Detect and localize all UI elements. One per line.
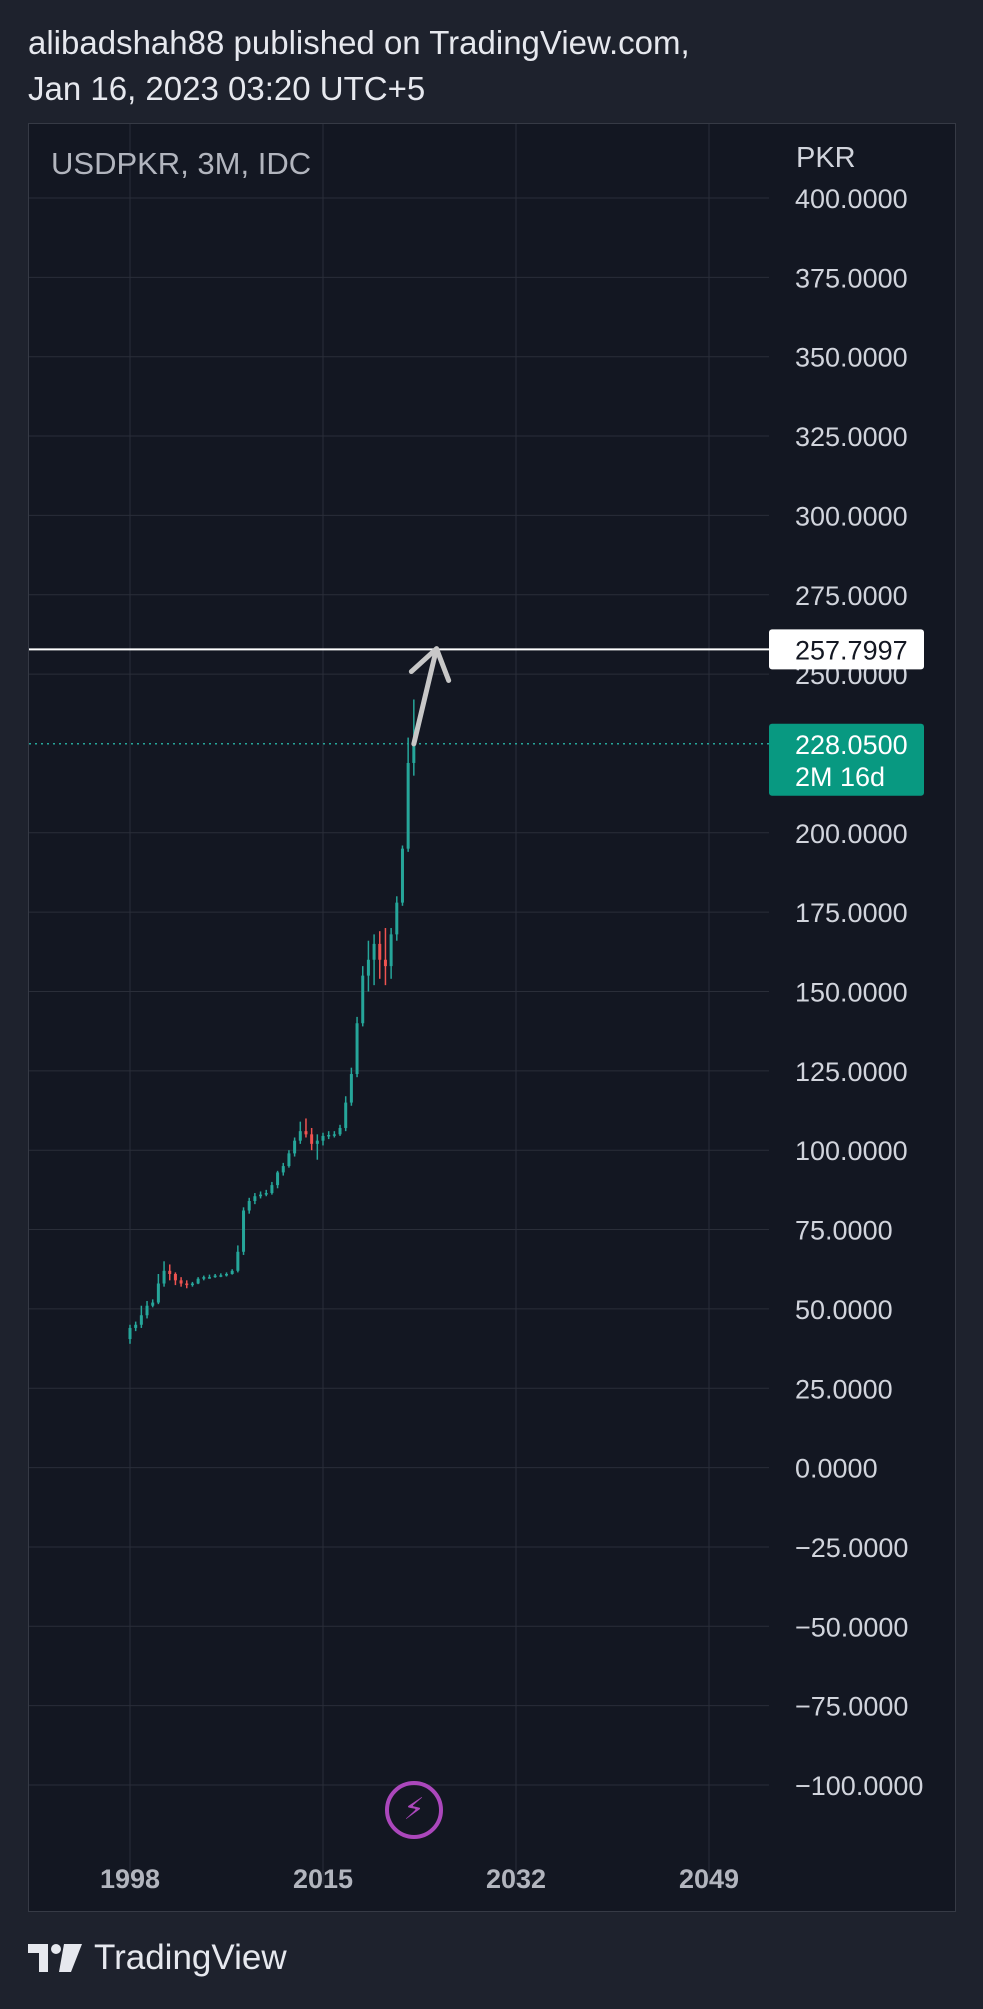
- y-tick-label: 125.0000: [795, 1057, 908, 1087]
- candle-body: [207, 1277, 211, 1279]
- currency-label: PKR: [796, 142, 856, 174]
- chart-panel[interactable]: 400.0000 375.0000 350.0000 325.0000 300.0000…: [28, 123, 956, 1912]
- candle-body: [310, 1134, 314, 1144]
- candle-body: [412, 743, 416, 763]
- level-price-label: 257.7997: [795, 635, 908, 665]
- y-tick-label: 275.0000: [795, 581, 908, 611]
- candle-body: [321, 1135, 325, 1141]
- candle-body: [395, 902, 399, 935]
- last-price-label: 228.0500: [795, 730, 908, 760]
- candle-body: [383, 959, 387, 967]
- candle-body: [298, 1131, 302, 1141]
- y-tick-label: 375.0000: [795, 263, 908, 293]
- candle-body: [173, 1273, 177, 1281]
- publication-info: alibadshah88 published on TradingView.co…: [28, 20, 690, 112]
- y-tick-label: −50.0000: [795, 1612, 908, 1642]
- candle-body: [264, 1193, 268, 1195]
- candle-body: [315, 1140, 319, 1144]
- x-tick-label: 2049: [679, 1864, 739, 1894]
- footer: TradingView: [28, 1938, 287, 1978]
- level-price-label-bg: [769, 629, 924, 670]
- candle-body: [332, 1134, 336, 1136]
- candle-body: [287, 1153, 291, 1167]
- candle-body: [162, 1270, 166, 1284]
- y-tick-label: 400.0000: [795, 184, 908, 214]
- candle-body: [185, 1283, 189, 1286]
- x-tick-label: 2015: [293, 1864, 353, 1894]
- candle-body: [236, 1251, 240, 1271]
- y-tick-label: 50.0000: [795, 1295, 893, 1325]
- projection-arrow-head: [408, 646, 452, 683]
- candle-body: [225, 1273, 228, 1276]
- projection-arrow: [411, 646, 440, 747]
- candle-body: [145, 1305, 149, 1316]
- candle-body: [349, 1074, 353, 1103]
- y-tick-label: 300.0000: [795, 501, 908, 531]
- y-tick-label: 200.0000: [795, 819, 908, 849]
- symbol-label[interactable]: USDPKR, 3M, IDC: [51, 146, 312, 181]
- last-price-label-bg: [769, 723, 924, 796]
- candle-body: [372, 943, 376, 960]
- candle-body: [253, 1196, 257, 1201]
- candle-body: [270, 1185, 274, 1194]
- footer-brand[interactable]: TradingView: [94, 1938, 287, 1977]
- candle-body: [281, 1166, 285, 1173]
- y-tick-label: −75.0000: [795, 1692, 908, 1722]
- y-tick-label: 150.0000: [795, 978, 908, 1008]
- y-tick-label: 100.0000: [795, 1136, 908, 1166]
- candle-body: [389, 934, 393, 967]
- x-tick-label: 2032: [486, 1864, 546, 1894]
- lightning-bolt-icon[interactable]: ⚡︎: [385, 1781, 443, 1839]
- y-tick-label: 25.0000: [795, 1374, 893, 1404]
- y-tick-label: 175.0000: [795, 898, 908, 928]
- y-tick-label: 325.0000: [795, 422, 908, 452]
- y-tick-label: 0.0000: [795, 1454, 878, 1484]
- candle-body: [259, 1194, 263, 1197]
- candle-body: [344, 1102, 348, 1128]
- candle-body: [128, 1327, 132, 1340]
- tradingview-logo-icon[interactable]: [28, 1944, 82, 1972]
- candle-body: [247, 1200, 251, 1211]
- candle-body: [304, 1131, 308, 1135]
- candle-body: [361, 975, 365, 1024]
- candle-body: [355, 1023, 359, 1075]
- candle-body: [179, 1280, 183, 1284]
- price-chart[interactable]: 400.0000 375.0000 350.0000 325.0000 300.0000…: [29, 124, 957, 1913]
- candle-body: [242, 1210, 246, 1252]
- y-tick-label: −25.0000: [795, 1533, 908, 1563]
- candle-body: [378, 943, 382, 960]
- candle-body: [168, 1270, 172, 1274]
- candle-body: [276, 1172, 280, 1186]
- candle-body: [293, 1140, 297, 1154]
- candle-body: [327, 1134, 331, 1137]
- candle-body: [213, 1275, 217, 1278]
- candle-body: [134, 1324, 138, 1328]
- candle-body: [400, 848, 404, 903]
- candle-body: [338, 1127, 342, 1135]
- candle-body: [406, 762, 410, 849]
- candle-body: [196, 1278, 200, 1284]
- candle-body: [190, 1283, 194, 1286]
- candle-body: [151, 1302, 155, 1306]
- candle-body: [139, 1315, 143, 1325]
- countdown-label: 2M 16d: [795, 762, 885, 792]
- publisher-line: alibadshah88 published on TradingView.co…: [28, 24, 690, 61]
- y-tick-label: −100.0000: [795, 1771, 923, 1801]
- publish-date: Jan 16, 2023 03:20 UTC+5: [28, 70, 426, 107]
- x-tick-label: 1998: [100, 1864, 160, 1894]
- candle-body: [219, 1275, 223, 1277]
- candle-body: [156, 1283, 160, 1303]
- y-tick-label: 75.0000: [795, 1216, 893, 1246]
- candle-body: [230, 1270, 234, 1274]
- candle-body: [202, 1277, 206, 1279]
- candle-body: [366, 959, 370, 976]
- y-tick-label: 350.0000: [795, 343, 908, 373]
